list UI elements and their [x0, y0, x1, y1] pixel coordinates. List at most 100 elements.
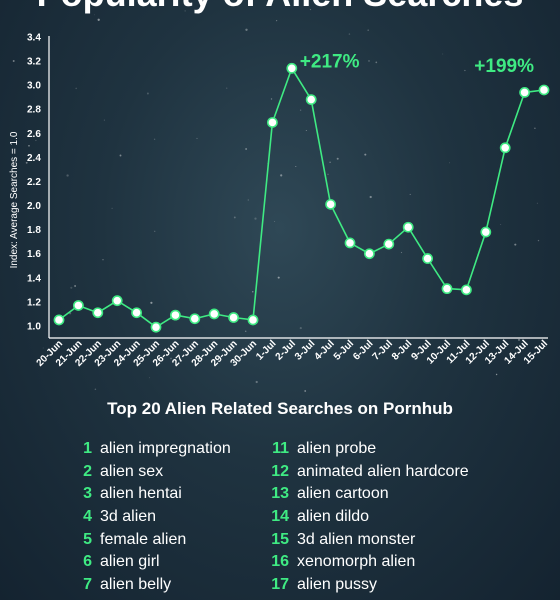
data-point — [422, 253, 433, 264]
list-item: 5 female alien — [74, 528, 231, 551]
data-point — [325, 198, 336, 210]
star-dot — [495, 373, 498, 376]
y-tick-label: 1.4 — [27, 273, 41, 284]
list-item: 16 xenomorph alien — [271, 551, 469, 574]
star-dot — [94, 388, 97, 391]
star-dot — [329, 161, 331, 163]
data-point — [344, 237, 356, 249]
data-point — [208, 308, 220, 320]
rank-number: 17 — [271, 575, 289, 593]
star-dot — [336, 157, 339, 160]
data-point — [189, 313, 201, 325]
data-point — [111, 295, 123, 307]
annotations: +217% +199% — [300, 51, 534, 77]
data-point — [499, 142, 511, 154]
star-dot — [464, 69, 466, 72]
rank-number: 16 — [271, 553, 289, 571]
star-dot — [442, 53, 444, 55]
star-dot — [270, 98, 273, 100]
y-tick-label: 2.0 — [27, 201, 41, 212]
star-dot — [327, 173, 329, 175]
list-item: 13 alien cartoon — [271, 483, 469, 506]
list-item: 15 3d alien monster — [271, 528, 469, 551]
rank-number: 4 — [83, 508, 92, 526]
list-item: 14 alien dildo — [271, 506, 469, 529]
star-dot — [233, 216, 236, 219]
y-tick-label: 3.2 — [27, 57, 41, 68]
search-term: xenomorph alien — [297, 553, 416, 571]
rank-number: 5 — [83, 530, 92, 548]
star-dot — [348, 33, 351, 35]
data-point — [538, 84, 550, 96]
rank-number: 1 — [83, 440, 92, 458]
search-term: alien hentai — [100, 485, 182, 503]
star-dot — [277, 276, 280, 279]
star-dot — [449, 162, 450, 164]
list-title: Top 20 Alien Related Searches on Pornhub — [107, 399, 453, 418]
star-background — [12, 8, 540, 392]
y-tick-label: 1.2 — [27, 297, 41, 308]
list-item: 6 alien girl — [74, 551, 231, 574]
star-dot — [280, 174, 283, 177]
star-dot — [369, 195, 372, 199]
rank-number: 7 — [83, 575, 92, 593]
star-dot — [299, 327, 302, 330]
star-dot — [12, 60, 15, 62]
x-tick-label: 8-Jul — [390, 338, 414, 362]
data-point — [247, 314, 259, 326]
list-item: 12 animated alien hardcore — [271, 461, 469, 484]
star-dot — [304, 390, 307, 392]
list-item: 7 alien belly — [74, 574, 231, 597]
x-tick-label: 4-Jul — [312, 338, 336, 362]
star-dot — [184, 10, 186, 12]
star-dot — [42, 347, 44, 349]
star-dot — [25, 161, 28, 164]
star-dot — [309, 8, 312, 11]
data-point — [460, 284, 472, 296]
star-dot — [35, 139, 37, 142]
x-tick-labels: 20-Jun21-Jun22-Jun23-Jun24-Jun25-Jun26-J… — [35, 338, 551, 369]
star-dot — [275, 19, 278, 22]
data-point — [53, 314, 65, 326]
star-dot — [254, 343, 257, 346]
search-term: alien girl — [100, 553, 160, 571]
star-dot — [409, 193, 411, 195]
star-dot — [28, 145, 30, 147]
star-dot — [74, 285, 76, 287]
star-dot — [368, 59, 370, 62]
star-dot — [534, 127, 536, 130]
star-dot — [255, 380, 258, 384]
list-item: 4 3d alien — [74, 506, 231, 529]
y-tick-label: 1.0 — [27, 321, 41, 332]
star-dot — [400, 251, 403, 254]
rank-number: 13 — [271, 485, 289, 503]
data-point — [73, 300, 84, 311]
star-dot — [97, 18, 100, 21]
rank-number: 14 — [271, 508, 289, 526]
star-dot — [254, 217, 257, 220]
x-tick-label: 5-Jul — [332, 338, 356, 362]
search-term: animated alien hardcore — [297, 462, 469, 480]
x-tick-label: 1-Jul — [254, 338, 278, 362]
annotation-label: +217% — [300, 51, 360, 72]
search-term: alien dildo — [297, 508, 370, 526]
data-point — [363, 248, 375, 260]
y-tick-label: 2.6 — [27, 129, 41, 140]
search-term: alien impregnation — [100, 440, 231, 458]
y-tick-label: 3.0 — [27, 81, 41, 92]
star-dot — [70, 286, 73, 289]
star-dot — [132, 348, 135, 350]
search-list-right: 11 alien probe 12 animated alien hardcore 13… — [271, 438, 469, 597]
list-item: 1 alien impregnation — [74, 438, 231, 461]
star-dot — [367, 29, 370, 32]
y-axis-label: Index: Average Searches = 1.0 — [9, 131, 20, 268]
list-item: 17 alien pussy — [271, 574, 469, 597]
rank-number: 6 — [83, 553, 92, 571]
list-item: 3 alien hentai — [74, 483, 231, 506]
search-term: alien probe — [297, 440, 377, 458]
annotation-label: +199% — [474, 56, 534, 77]
star-dot — [244, 330, 247, 332]
star-dot — [299, 109, 302, 111]
page-title: Popularity of Alien Searches — [0, 0, 560, 12]
data-point — [286, 62, 298, 74]
